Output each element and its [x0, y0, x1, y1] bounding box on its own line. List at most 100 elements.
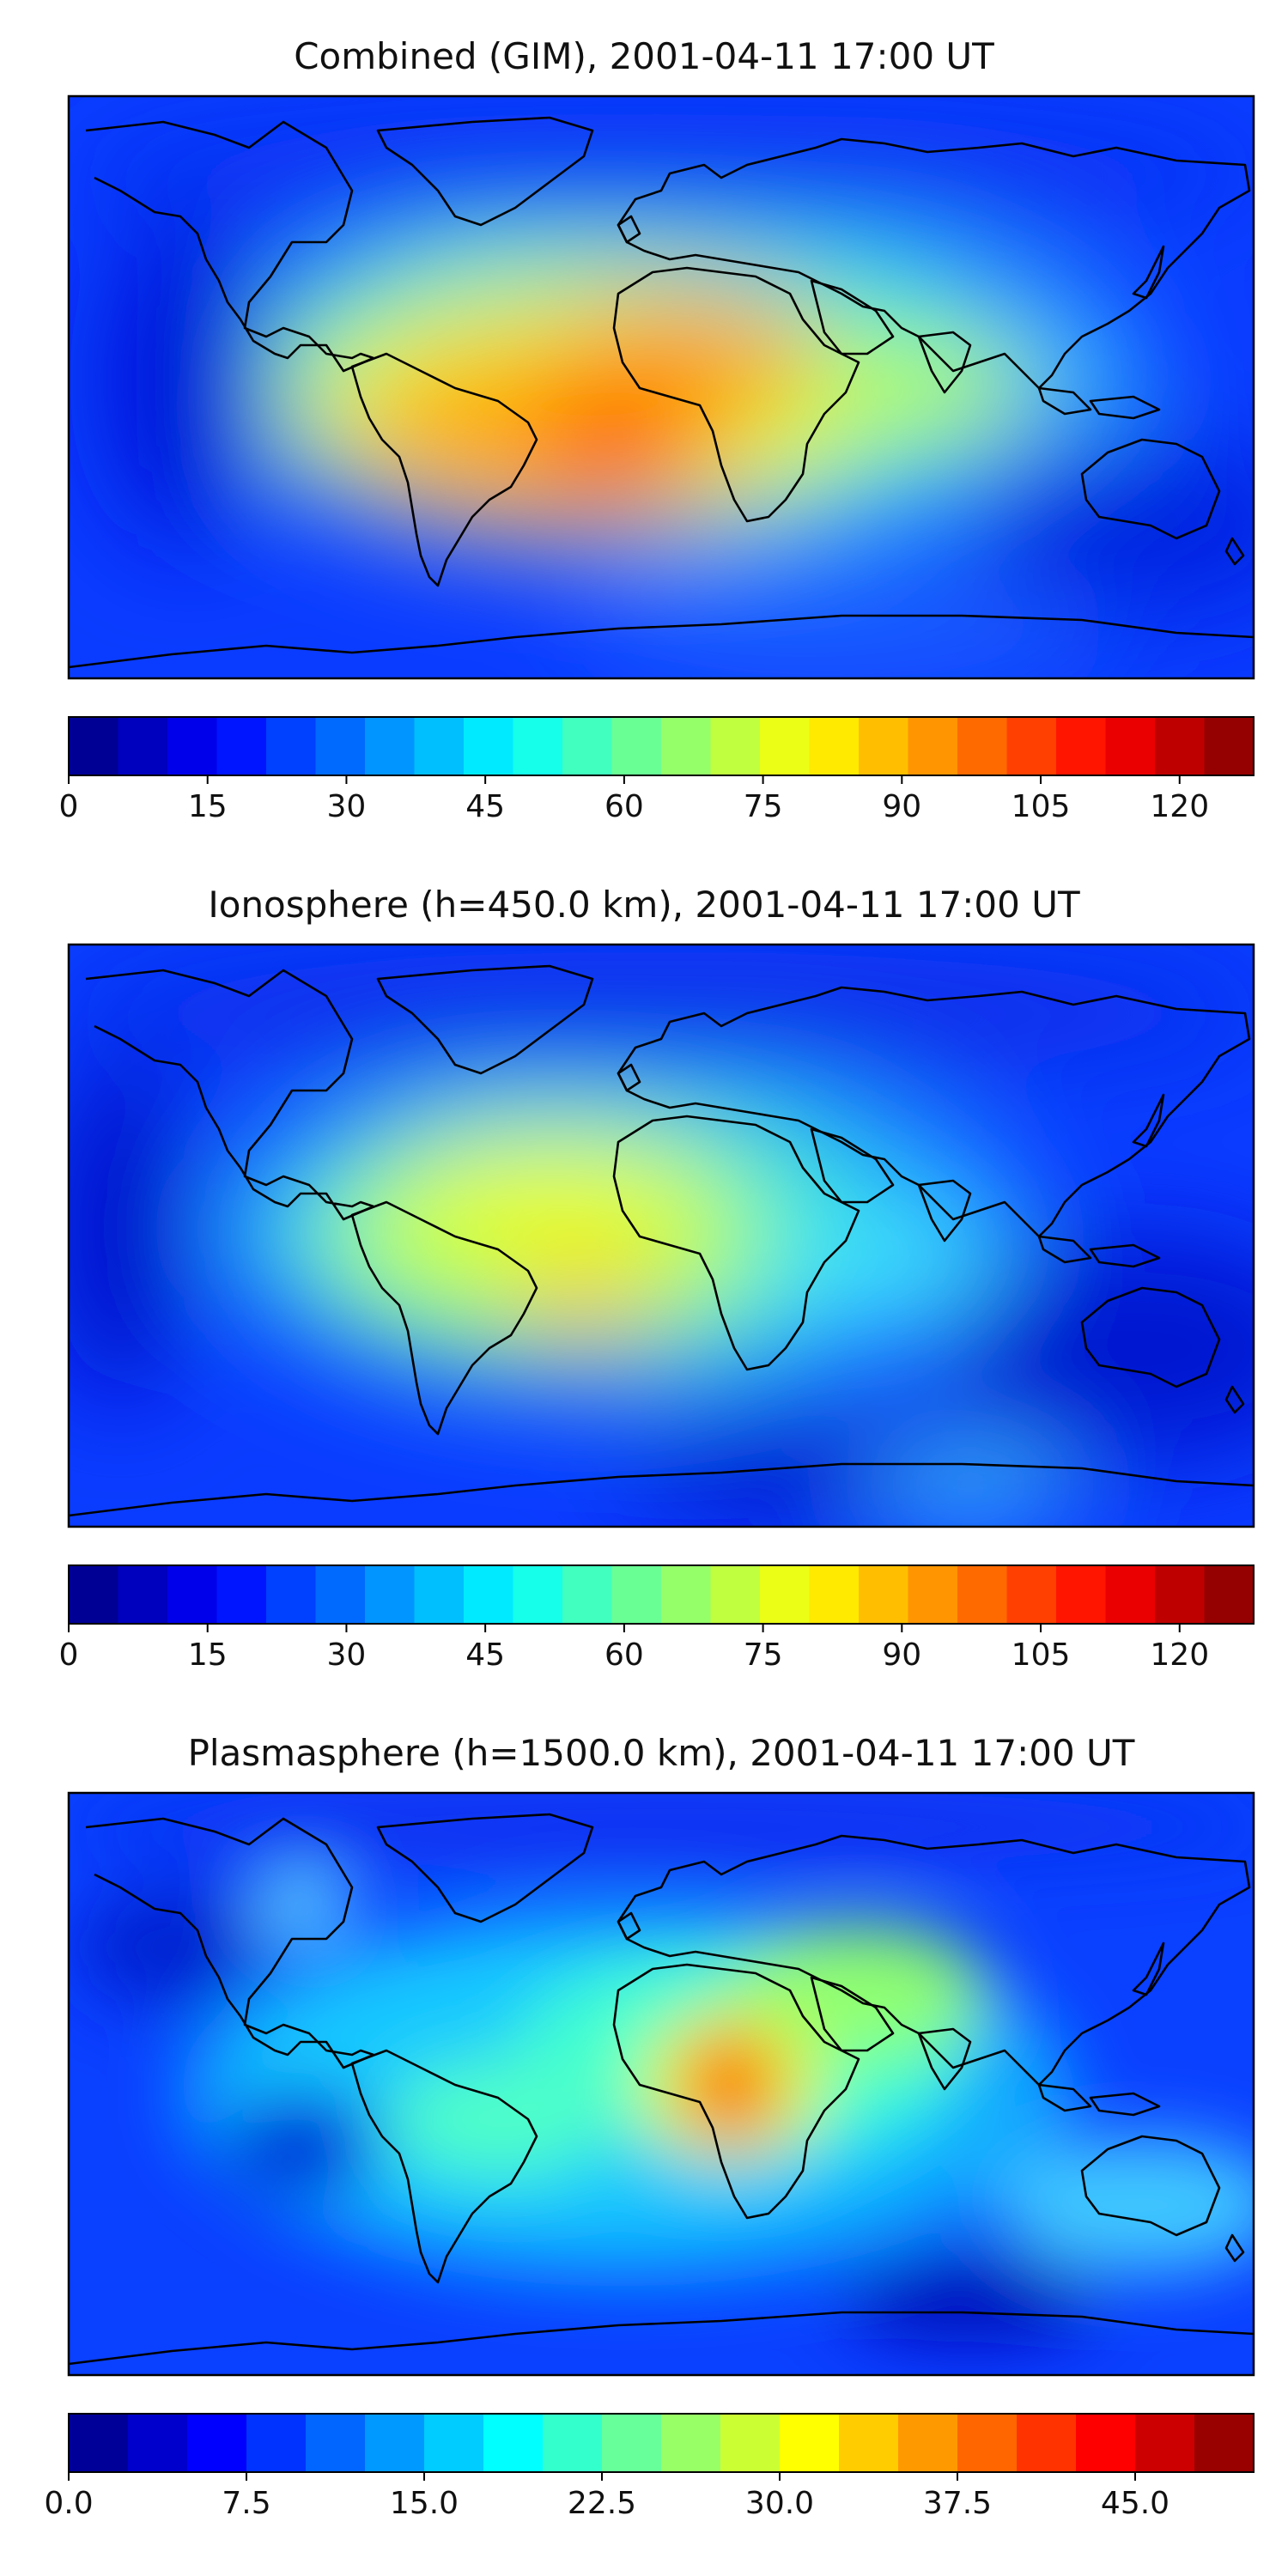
- heat-field-2: [69, 953, 1254, 1520]
- colorbar-level-0: [69, 717, 119, 775]
- colorbar-tick-label: 0.0: [44, 2486, 93, 2521]
- map-3: [67, 1791, 1255, 2377]
- colorbar-level-1: [118, 1565, 168, 1624]
- colorbar-level-15: [809, 717, 860, 775]
- colorbar-level-7: [483, 2414, 544, 2472]
- colorbar-level-10: [661, 2414, 721, 2472]
- panel-combined: Combined (GIM), 2001-04-11 17:00 UT: [59, 35, 1255, 824]
- colorbar-level-10: [562, 717, 613, 775]
- colorbar-level-4: [266, 1565, 317, 1624]
- colorbar-level-19: [1006, 1565, 1057, 1624]
- colorbar-tick-label: 90: [882, 1637, 921, 1673]
- colorbar-2: 0 15 30 45 60 75 90 105 120: [59, 1564, 1255, 1673]
- colorbar-level-22: [1155, 717, 1206, 775]
- panel-2-title: Ionosphere (h=450.0 km), 2001-04-11 17:0…: [208, 884, 1080, 926]
- colorbar-tick-label: 22.5: [568, 2486, 636, 2521]
- colorbar-tick-label: 60: [605, 789, 644, 824]
- colorbar-level-4: [266, 717, 317, 775]
- colorbar-level-21: [1105, 1565, 1156, 1624]
- colorbar-tick-label: 120: [1150, 789, 1209, 824]
- colorbar-tick-label: 15.0: [390, 2486, 459, 2521]
- colorbar-level-0: [69, 1565, 119, 1624]
- colorbar-tick-label: 60: [605, 1637, 644, 1673]
- colorbar-level-20: [1056, 717, 1107, 775]
- colorbar-level-8: [543, 2414, 603, 2472]
- colorbar-level-20: [1056, 1565, 1107, 1624]
- colorbar-level-23: [1204, 717, 1255, 775]
- colorbar-level-21: [1105, 717, 1156, 775]
- colorbar-level-1: [118, 717, 168, 775]
- colorbar-level-0: [69, 2414, 129, 2472]
- colorbar-level-16: [859, 1565, 909, 1624]
- colorbar-level-23: [1204, 1565, 1255, 1624]
- colorbar-level-2: [187, 2414, 247, 2472]
- colorbar-level-3: [216, 717, 267, 775]
- colorbar-level-9: [513, 717, 563, 775]
- colorbar-tick-label: 120: [1150, 1637, 1209, 1673]
- colorbar-level-5: [315, 717, 366, 775]
- colorbar-level-6: [424, 2414, 484, 2472]
- colorbar-level-19: [1006, 717, 1057, 775]
- colorbar-level-4: [306, 2414, 366, 2472]
- colorbar-level-10: [562, 1565, 613, 1624]
- panel-plasmasphere: Plasmasphere (h=1500.0 km), 2001-04-11 1…: [44, 1732, 1255, 2521]
- colorbar-tick-label: 37.5: [923, 2486, 992, 2521]
- colorbar-level-18: [1135, 2414, 1195, 2472]
- colorbar-level-8: [464, 717, 514, 775]
- colorbar-level-6: [365, 1565, 416, 1624]
- colorbar-tick-label: 30: [327, 1637, 367, 1673]
- panel-1-title: Combined (GIM), 2001-04-11 17:00 UT: [294, 35, 994, 77]
- colorbar-level-2: [167, 717, 218, 775]
- colorbar-tick-label: 0: [59, 789, 79, 824]
- panel-3-title: Plasmasphere (h=1500.0 km), 2001-04-11 1…: [188, 1732, 1135, 1774]
- colorbar-tick-label: 45: [465, 1637, 505, 1673]
- colorbar-level-13: [710, 717, 761, 775]
- colorbar-level-7: [414, 1565, 465, 1624]
- colorbar-tick-label: 7.5: [222, 2486, 270, 2521]
- colorbar-level-19: [1194, 2414, 1255, 2472]
- colorbar-level-17: [908, 717, 958, 775]
- colorbar-tick-label: 0: [59, 1637, 79, 1673]
- colorbar-3: 0.0 7.5 15.0 22.5 30.0 37.5 45.0: [44, 2413, 1255, 2521]
- colorbar-level-7: [414, 717, 465, 775]
- colorbar-tick-label: 15: [188, 789, 228, 824]
- colorbar-level-11: [611, 1565, 662, 1624]
- colorbar-tick-label: 105: [1012, 1637, 1071, 1673]
- colorbar-level-9: [602, 2414, 662, 2472]
- colorbar-level-1: [128, 2414, 188, 2472]
- colorbar-level-11: [611, 717, 662, 775]
- colorbar-level-5: [365, 2414, 425, 2472]
- colorbar-tick-label: 30.0: [745, 2486, 814, 2521]
- map-2: [67, 943, 1255, 1528]
- colorbar-level-5: [315, 1565, 366, 1624]
- colorbar-level-12: [661, 1565, 712, 1624]
- colorbar-level-18: [957, 717, 1008, 775]
- colorbar-level-6: [365, 717, 416, 775]
- colorbar-level-2: [167, 1565, 218, 1624]
- colorbar-tick-label: 105: [1012, 789, 1071, 824]
- colorbar-level-15: [957, 2414, 1018, 2472]
- colorbar-level-12: [780, 2414, 840, 2472]
- colorbar-tick-label: 75: [744, 789, 783, 824]
- colorbar-tick-label: 90: [882, 789, 921, 824]
- colorbar-level-17: [1076, 2414, 1136, 2472]
- colorbar-level-11: [720, 2414, 781, 2472]
- colorbar-level-22: [1155, 1565, 1206, 1624]
- colorbar-level-14: [760, 717, 811, 775]
- colorbar-tick-label: 30: [327, 789, 367, 824]
- colorbar-level-15: [809, 1565, 860, 1624]
- colorbar-level-3: [246, 2414, 307, 2472]
- colorbar-level-16: [1017, 2414, 1077, 2472]
- panel-ionosphere: Ionosphere (h=450.0 km), 2001-04-11 17:0…: [59, 884, 1255, 1673]
- colorbar-level-17: [908, 1565, 958, 1624]
- colorbar-tick-label: 75: [744, 1637, 783, 1673]
- colorbar-level-14: [898, 2414, 958, 2472]
- colorbar-level-8: [464, 1565, 514, 1624]
- colorbar-tick-label: 15: [188, 1637, 228, 1673]
- colorbar-level-13: [710, 1565, 761, 1624]
- colorbar-level-12: [661, 717, 712, 775]
- colorbar-level-13: [839, 2414, 899, 2472]
- map-1: [67, 94, 1255, 680]
- colorbar-tick-label: 45: [465, 789, 505, 824]
